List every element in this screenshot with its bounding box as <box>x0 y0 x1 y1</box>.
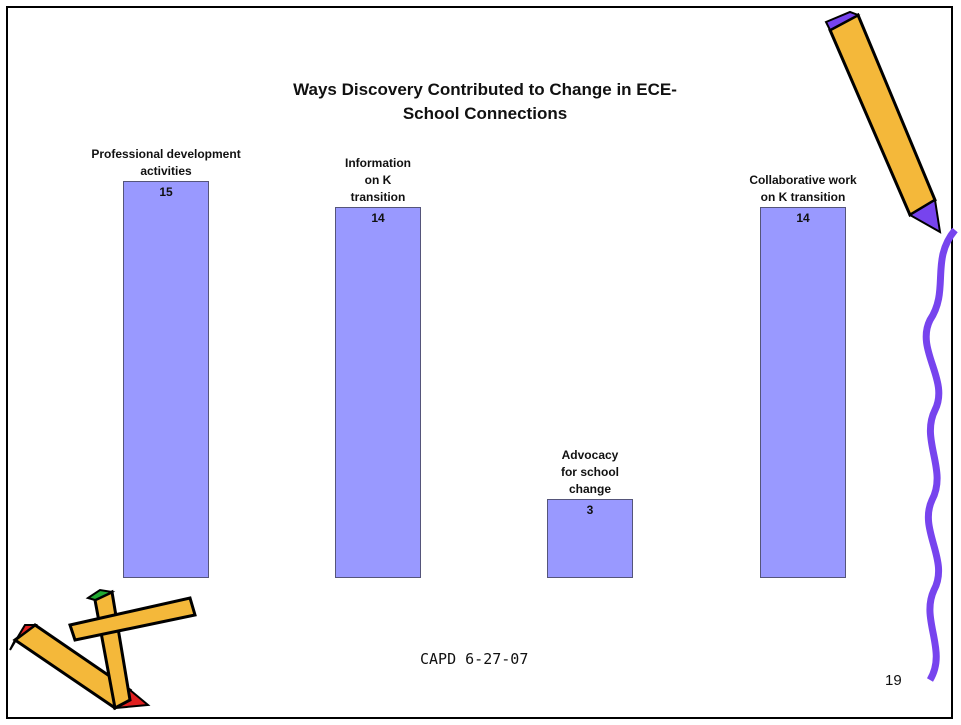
value-label: 14 <box>796 211 810 226</box>
bar <box>123 181 209 578</box>
value-label: 15 <box>159 185 173 199</box>
bar <box>760 207 846 578</box>
category-label: Information on K transition <box>345 156 411 205</box>
bar <box>547 498 633 578</box>
page-number: 19 <box>885 672 902 689</box>
category-label: Professional development activities <box>91 147 241 178</box>
footer: CAPD 6-27-07 <box>420 650 529 668</box>
squiggle <box>922 227 958 682</box>
pencil-top <box>824 10 942 234</box>
category-label: Advocacy for school change <box>560 447 619 496</box>
bar <box>335 207 421 578</box>
value-label: 3 <box>586 502 594 517</box>
category-label: Collaborative work on K transition <box>749 173 857 205</box>
chart-title: Ways Discovery Contributed to Change in … <box>293 80 677 123</box>
slide <box>6 6 953 719</box>
value-label: 14 <box>371 211 385 226</box>
pencils-bottom <box>9 588 197 711</box>
